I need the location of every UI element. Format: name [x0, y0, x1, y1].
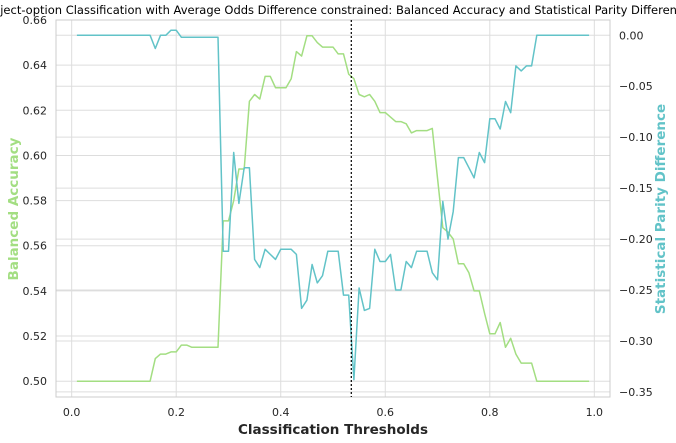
x-tick-labels: 0.0 0.2 0.4 0.6 0.8 1.0	[63, 406, 603, 419]
chart-title: Reject-option Classification with Averag…	[0, 3, 676, 17]
x-tick-label: 0.4	[272, 406, 290, 419]
y-left-tick-label: 0.66	[23, 14, 48, 27]
x-tick-label: 1.0	[586, 406, 604, 419]
y-left-tick-label: 0.64	[23, 59, 48, 72]
y-left-tick-label: 0.50	[23, 375, 48, 388]
y-left-axis-label: Balanced Accuracy	[6, 137, 22, 280]
series-balanced-accuracy	[76, 35, 590, 382]
grid	[56, 19, 610, 397]
x-axis-label: Classification Thresholds	[238, 422, 428, 438]
y-right-tick-labels: 0.00 −0.05 −0.10 −0.15 −0.20 −0.25 −0.30 −0.35	[619, 29, 653, 399]
y-right-tick-label: 0.00	[619, 29, 644, 42]
y-right-tick-label: −0.10	[619, 131, 653, 144]
series-statistical-parity-difference	[76, 29, 590, 381]
x-tick-label: 0.2	[167, 406, 185, 419]
y-left-tick-label: 0.62	[23, 104, 48, 117]
plot-frame	[55, 19, 611, 398]
y-left-tick-label: 0.56	[23, 240, 48, 253]
statistical-parity-difference-line	[76, 29, 590, 381]
y-left-tick-label: 0.52	[23, 330, 48, 343]
y-right-tick-label: −0.15	[619, 182, 653, 195]
y-right-tick-label: −0.20	[619, 233, 653, 246]
y-right-tick-label: −0.30	[619, 335, 653, 348]
x-tick-label: 0.0	[63, 406, 81, 419]
y-left-tick-labels: 0.50 0.52 0.54 0.56 0.58 0.60 0.62 0.64 0.66	[23, 14, 48, 388]
y-left-tick-label: 0.58	[23, 195, 48, 208]
x-tick-label: 0.6	[377, 406, 395, 419]
balanced-accuracy-line	[76, 35, 590, 382]
y-left-tick-label: 0.60	[23, 149, 48, 162]
y-left-tick-label: 0.54	[23, 285, 48, 298]
y-right-tick-label: −0.05	[619, 80, 653, 93]
y-right-axis-label: Statistical Parity Difference	[653, 104, 669, 314]
y-right-tick-label: −0.35	[619, 386, 653, 399]
y-right-tick-label: −0.25	[619, 284, 653, 297]
x-tick-label: 0.8	[481, 406, 499, 419]
